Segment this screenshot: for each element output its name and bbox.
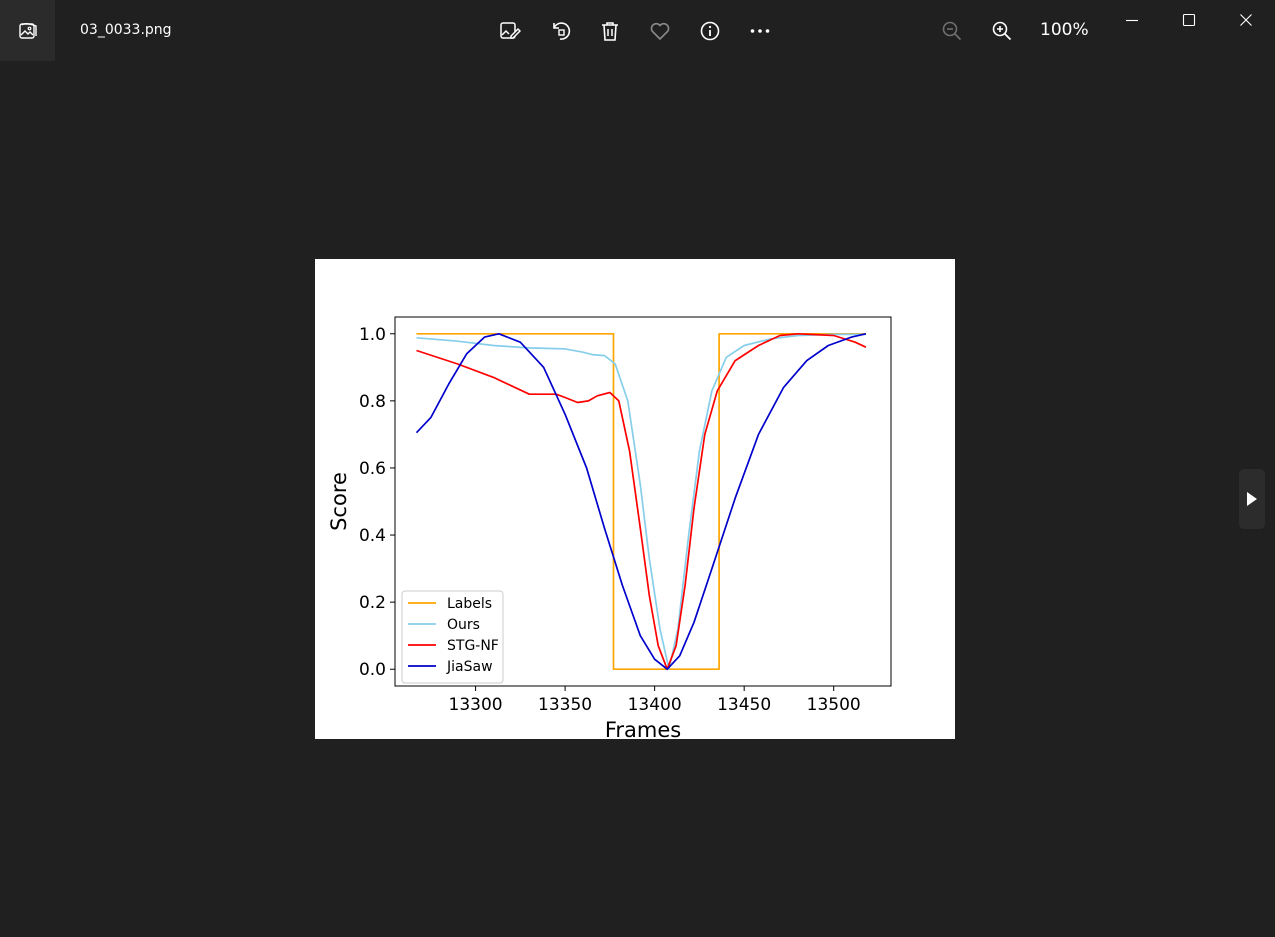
zoom-in-icon xyxy=(992,21,1012,41)
favorite-icon xyxy=(650,22,670,41)
legend-label: STG-NF xyxy=(447,638,499,654)
app-menu-button[interactable] xyxy=(0,0,55,61)
title-bar: 03_0033.png xyxy=(0,0,1275,61)
x-tick-label: 13350 xyxy=(538,695,592,715)
zoom-in-button[interactable] xyxy=(985,14,1019,48)
zoom-out-button[interactable] xyxy=(935,14,969,48)
x-tick-label: 13500 xyxy=(807,695,861,715)
y-tick-label: 0.6 xyxy=(359,459,386,479)
zoom-out-icon xyxy=(942,21,962,41)
series-line-ours xyxy=(416,333,866,671)
legend-label: Ours xyxy=(447,617,480,633)
y-axis: 0.0 0.2 0.4 0.6 0.8 1.0 xyxy=(359,325,395,680)
legend-label: JiaSaw xyxy=(446,659,493,675)
file-name: 03_0033.png xyxy=(80,22,172,38)
next-image-button[interactable] xyxy=(1239,469,1265,529)
x-axis-label: Frames xyxy=(605,718,681,739)
y-tick-label: 0.0 xyxy=(359,660,386,680)
plot-lines xyxy=(415,332,867,671)
edit-image-button[interactable] xyxy=(493,14,527,48)
legend-label: Labels xyxy=(447,596,492,612)
line-chart: 13300 13350 13400 13450 13500 0.00.20.40.60.… xyxy=(327,316,892,742)
info-icon xyxy=(700,21,720,41)
delete-icon xyxy=(602,22,618,41)
axes-frame xyxy=(394,316,892,687)
close-button[interactable] xyxy=(1218,0,1274,40)
more-options-button[interactable] xyxy=(743,14,777,48)
y-tick-label: 0.4 xyxy=(359,526,386,546)
y-axis-label: Score xyxy=(327,472,351,531)
y-tick-label: 0.2 xyxy=(359,593,386,613)
edit-image-icon xyxy=(500,22,521,39)
series-line-jiasaw xyxy=(415,332,867,671)
legend-box xyxy=(401,590,504,684)
close-icon xyxy=(1240,14,1252,26)
favorite-button[interactable] xyxy=(643,14,677,48)
minimize-icon xyxy=(1126,19,1138,22)
image-canvas[interactable]: 13300 13350 13400 13450 13500 0.0 0.2 0.4 0.6 0.… xyxy=(315,259,955,742)
minimize-button[interactable] xyxy=(1104,0,1160,40)
x-tick-label: 13400 xyxy=(628,695,682,715)
rotate-button[interactable] xyxy=(544,14,578,48)
more-icon xyxy=(750,29,770,33)
photos-app-icon xyxy=(18,22,37,39)
play-next-icon xyxy=(1247,492,1257,506)
zoom-level[interactable]: 100% xyxy=(1040,20,1089,40)
x-tick-label: 13450 xyxy=(717,695,771,715)
y-tick-label: 0.8 xyxy=(359,392,386,412)
legend: Labels Ours STG-NF JiaSaw xyxy=(401,590,504,684)
x-tick-label: 13300 xyxy=(449,695,503,715)
x-axis: 13300 13350 13400 13450 13500 xyxy=(449,686,861,715)
info-button[interactable] xyxy=(693,14,727,48)
maximize-button[interactable] xyxy=(1161,0,1217,40)
maximize-icon xyxy=(1182,13,1196,27)
y-tick-label: 1.0 xyxy=(359,325,386,345)
series-line-stg-nf xyxy=(416,332,867,671)
delete-button[interactable] xyxy=(593,14,627,48)
rotate-icon xyxy=(553,22,571,40)
